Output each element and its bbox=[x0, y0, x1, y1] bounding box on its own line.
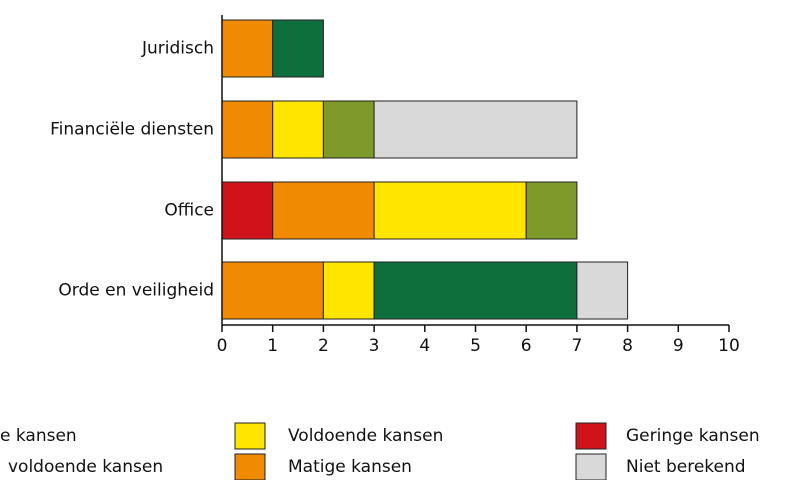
legend-swatch bbox=[234, 422, 266, 450]
legend-label: e kansen bbox=[0, 426, 77, 446]
bar-segment bbox=[525, 181, 578, 240]
x-tick-label: 9 bbox=[673, 336, 684, 356]
legend-label: Geringe kansen bbox=[626, 426, 760, 446]
x-tick-label: 0 bbox=[217, 336, 228, 356]
bar-segment bbox=[322, 100, 375, 159]
bar-segment bbox=[272, 100, 324, 159]
bar-segment bbox=[373, 261, 578, 320]
bar-segment bbox=[221, 261, 324, 320]
bar-segment bbox=[221, 19, 274, 78]
bar-segment bbox=[221, 100, 274, 159]
x-tick-label: 4 bbox=[419, 336, 430, 356]
x-tick-label: 5 bbox=[470, 336, 481, 356]
y-tick-label: Juridisch bbox=[141, 39, 214, 59]
x-tick-label: 8 bbox=[622, 336, 633, 356]
legend-label: Matige kansen bbox=[288, 457, 412, 477]
x-tick-label: 1 bbox=[267, 336, 278, 356]
legend-swatch bbox=[234, 453, 266, 480]
legend-swatch bbox=[575, 422, 607, 450]
legend-swatch bbox=[575, 453, 607, 480]
bar-segment bbox=[373, 181, 527, 240]
x-tick-label: 3 bbox=[369, 336, 380, 356]
legend-label: voldoende kansen bbox=[8, 457, 163, 477]
x-tick-label: 7 bbox=[571, 336, 582, 356]
bar-segment bbox=[373, 100, 578, 159]
y-tick-label: Orde en veiligheid bbox=[58, 281, 214, 301]
legend-label: Voldoende kansen bbox=[288, 426, 443, 446]
x-tick-label: 10 bbox=[718, 336, 740, 356]
bar-segment bbox=[221, 181, 274, 240]
bar-segment bbox=[272, 181, 375, 240]
bar-segment bbox=[322, 261, 375, 320]
y-tick-label: Office bbox=[164, 201, 214, 221]
x-tick-label: 6 bbox=[521, 336, 532, 356]
y-tick-label: Financiële diensten bbox=[50, 120, 214, 140]
bar-segment bbox=[576, 261, 629, 320]
bar-segment bbox=[272, 19, 324, 78]
x-tick-label: 2 bbox=[318, 336, 329, 356]
legend-label: Niet berekend bbox=[626, 457, 746, 477]
